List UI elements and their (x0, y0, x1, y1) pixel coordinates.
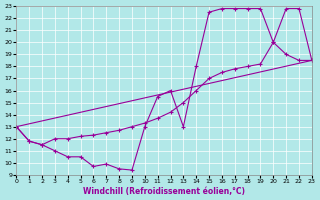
X-axis label: Windchill (Refroidissement éolien,°C): Windchill (Refroidissement éolien,°C) (83, 187, 245, 196)
